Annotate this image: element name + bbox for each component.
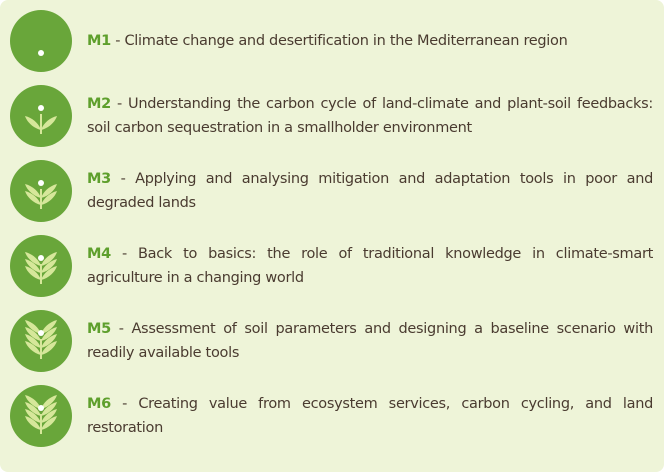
module-description: - Applying and analysing mitigation and … [87,170,653,211]
seed-dot [38,254,44,261]
leaf [25,251,41,266]
leaf [41,258,57,273]
module-text: M3 - Applying and analysing mitigation a… [87,167,653,215]
module-icon [10,84,72,147]
leaf [25,115,41,130]
leaf [25,394,41,409]
seed-dot [38,404,44,411]
leaf [25,190,41,205]
leaf [25,319,41,334]
leaf [41,394,57,409]
module-row: M6 - Creating value from ecosystem servi… [0,378,664,453]
leaf [25,333,41,348]
module-row: M2 - Understanding the carbon cycle of l… [0,78,664,153]
module-code: M4 [87,245,111,262]
module-description: - Back to basics: the role of traditiona… [87,245,653,286]
module-code: M6 [87,395,111,412]
leaf [25,326,41,341]
module-description: - Assessment of soil parameters and desi… [87,320,653,361]
leaf [25,265,41,280]
leaf [41,401,57,416]
seed-dot [38,329,44,336]
module-text: M4 - Back to basics: the role of traditi… [87,242,653,290]
module-code: M3 [87,170,111,187]
module-code: M1 [87,32,111,49]
module-text: M5 - Assessment of soil parameters and d… [87,317,653,365]
leaf [41,326,57,341]
leaf [41,190,57,205]
seed-dot [38,104,44,111]
module-row: M1 - Climate change and desertification … [0,3,664,78]
icon-circle [10,9,72,72]
module-description: - Understanding the carbon cycle of land… [87,95,653,136]
leaf [25,340,41,355]
leaf [25,401,41,416]
leaf [41,415,57,430]
leaf [41,340,57,355]
module-icon [10,9,72,72]
module-description: - Creating value from ecosystem services… [87,395,653,436]
leaf [41,265,57,280]
module-text: M2 - Understanding the carbon cycle of l… [87,92,653,140]
module-description: - Climate change and desertification in … [110,32,568,49]
leaf [41,408,57,423]
leaf [25,183,41,198]
module-icon [10,234,72,297]
leaf [41,251,57,266]
module-row: M4 - Back to basics: the role of traditi… [0,228,664,303]
leaf [25,408,41,423]
seed-dot [38,179,44,186]
leaf [41,333,57,348]
module-icon [10,159,72,222]
leaf [25,258,41,273]
module-row: M3 - Applying and analysing mitigation a… [0,153,664,228]
module-row: M5 - Assessment of soil parameters and d… [0,303,664,378]
module-text: M1 - Climate change and desertification … [87,29,653,53]
seed-dot [38,49,44,56]
module-icon [10,384,72,447]
leaf [41,183,57,198]
leaf [25,415,41,430]
module-code: M2 [87,95,111,112]
module-text: M6 - Creating value from ecosystem servi… [87,392,653,440]
leaf [41,319,57,334]
module-code: M5 [87,320,111,337]
module-icon [10,309,72,372]
leaf [41,115,57,130]
